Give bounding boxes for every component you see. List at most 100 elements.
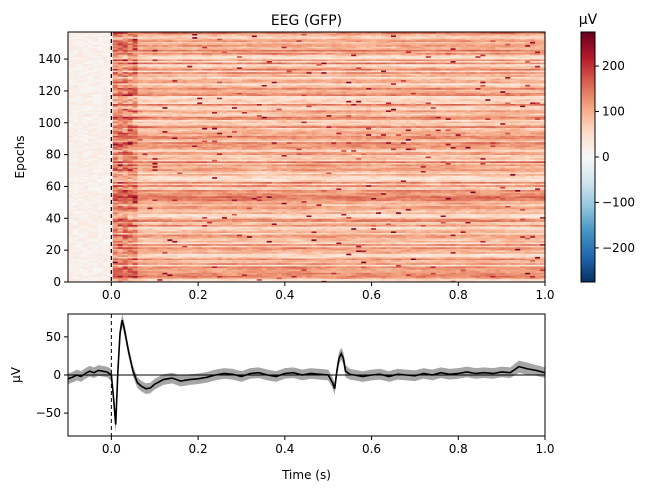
heatmap-cell — [137, 239, 144, 241]
heatmap-cell — [371, 270, 377, 273]
heatmap-cell — [117, 245, 124, 248]
heatmap-cell — [227, 224, 233, 227]
heatmap-cell — [381, 269, 387, 272]
heatmap-cell — [266, 237, 273, 240]
heatmap-cell — [271, 259, 278, 262]
heatmap-cell — [112, 280, 119, 283]
heatmap-cell — [217, 235, 223, 238]
heatmap-cell — [286, 246, 293, 249]
heatmap-cell — [510, 234, 516, 237]
heatmap-cell — [331, 235, 337, 238]
heatmap-cell — [455, 262, 462, 265]
heatmap-cell — [202, 226, 208, 229]
heatmap-cell — [430, 227, 437, 230]
heatmap-cell — [137, 264, 144, 267]
heatmap-cell — [490, 237, 496, 240]
heatmap-cell — [127, 231, 134, 233]
heatmap-cell — [241, 256, 248, 259]
heatmap-cell — [535, 274, 541, 276]
heatmap-cell — [68, 274, 74, 276]
heatmap-cell — [430, 235, 437, 238]
heatmap-cell — [227, 242, 233, 245]
heatmap-cell — [356, 267, 362, 270]
heatmap-cell — [520, 262, 526, 265]
heatmap-cell — [291, 235, 298, 238]
heatmap-cell — [510, 242, 516, 245]
heatmap-cell — [361, 253, 367, 256]
heatmap-cell — [271, 254, 278, 257]
heatmap-cell — [400, 259, 407, 262]
heatmap-cell — [236, 239, 243, 241]
heatmap-cell — [361, 261, 367, 264]
heatmap-cell — [480, 259, 486, 262]
heatmap-cell — [475, 251, 482, 254]
heatmap-cell — [386, 272, 392, 275]
heatmap-cell — [286, 269, 293, 272]
heatmap-cell — [251, 267, 258, 270]
heatmap-cell — [97, 254, 104, 257]
heatmap-cell — [102, 245, 109, 248]
heatmap-cell — [301, 224, 308, 227]
heatmap-cell — [351, 259, 357, 262]
heatmap-cell — [286, 254, 293, 257]
heatmap-cell — [222, 251, 228, 254]
heatmap-cell — [301, 242, 308, 245]
heatmap-cell — [102, 239, 109, 241]
heatmap-cell — [341, 237, 347, 240]
heatmap-cell — [97, 269, 104, 272]
heatmap-cell — [231, 229, 238, 232]
heatmap-cell — [356, 251, 362, 254]
heatmap-cell — [331, 272, 337, 275]
heatmap-cell — [266, 224, 273, 227]
heatmap-cell — [460, 229, 467, 232]
heatmap-cell — [162, 272, 168, 275]
heatmap-cell — [490, 234, 496, 237]
heatmap-cell — [475, 227, 482, 230]
heatmap-cell — [251, 235, 258, 238]
heatmap-cell — [525, 266, 531, 269]
heatmap-cell — [530, 266, 536, 269]
heatmap-cell — [311, 278, 318, 281]
heatmap-cell — [291, 274, 298, 276]
heatmap-cell — [172, 269, 178, 272]
heatmap-cell — [107, 254, 114, 257]
heatmap-cell — [271, 246, 278, 249]
heatmap-cell — [366, 231, 372, 233]
heatmap-cell — [97, 242, 104, 245]
heatmap-cell — [520, 224, 526, 227]
heatmap-cell — [102, 235, 109, 238]
heatmap-cell — [97, 232, 104, 235]
heatmap-cell — [112, 234, 119, 237]
heatmap-cell — [430, 272, 437, 275]
heatmap-cell — [162, 280, 168, 283]
heatmap-cell — [535, 250, 541, 253]
heatmap-cell — [197, 254, 203, 257]
heatmap-cell — [182, 232, 188, 235]
heatmap-cell — [450, 272, 457, 275]
heatmap-cell — [152, 272, 159, 275]
heatmap-cell — [410, 245, 417, 248]
heatmap-cell — [356, 274, 362, 276]
heatmap-cell — [192, 258, 198, 261]
heatmap-cell — [117, 254, 124, 257]
heatmap-cell — [227, 243, 233, 246]
heatmap-cell — [450, 258, 457, 261]
heatmap-cell — [162, 270, 168, 273]
heatmap-cell — [450, 266, 457, 269]
heatmap-cell — [182, 245, 188, 248]
heatmap-cell — [361, 240, 367, 243]
heatmap-cell — [371, 246, 377, 249]
heatmap-cell — [256, 275, 263, 278]
heatmap-cell — [475, 240, 482, 243]
heatmap-cell — [222, 227, 228, 230]
heatmap-cell — [177, 251, 183, 254]
heatmap-cell — [371, 231, 377, 233]
heatmap-cell — [525, 240, 531, 243]
heatmap-cell — [167, 266, 173, 269]
heatmap-cell — [336, 256, 342, 259]
heatmap-cell — [510, 274, 516, 276]
heatmap-cell — [92, 256, 99, 259]
heatmap-cell — [97, 267, 104, 270]
heatmap-cell — [326, 264, 332, 267]
heatmap-cell — [535, 253, 541, 256]
